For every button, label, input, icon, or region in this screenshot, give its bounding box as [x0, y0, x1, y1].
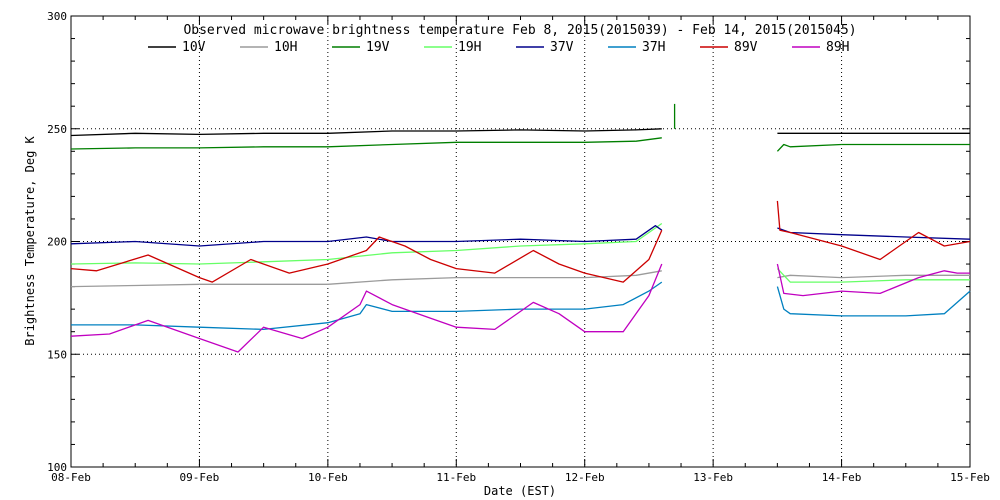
- series-line-10v: [70, 128, 662, 137]
- series-line-89h: [70, 263, 663, 353]
- grid-lines: [71, 16, 970, 467]
- chart-title: Observed microwave brightness temperatur…: [183, 23, 856, 38]
- x-tick-label: 11-Feb: [436, 471, 476, 484]
- series-line-19h: [70, 222, 663, 265]
- y-tick-label: 250: [47, 123, 67, 136]
- series-line-89h: [776, 263, 970, 297]
- y-tick-label: 300: [47, 10, 67, 23]
- series-line-19v: [776, 143, 970, 152]
- series-line-10h: [70, 270, 662, 288]
- legend-label-89v: 89V: [734, 40, 758, 55]
- series-line-37h: [71, 281, 663, 331]
- x-tick-label: 14-Feb: [822, 471, 862, 484]
- x-tick-label: 08-Feb: [51, 471, 91, 484]
- legend-label-37v: 37V: [550, 40, 574, 55]
- legend-label-37h: 37H: [642, 40, 665, 55]
- legend-label-10v: 10V: [182, 40, 206, 55]
- series-line-19h: [776, 268, 970, 283]
- y-tick-label: 100: [47, 461, 67, 474]
- y-tick-label: 150: [47, 348, 67, 361]
- legend-label-89h: 89H: [826, 40, 849, 55]
- series-line-10h: [777, 274, 970, 279]
- series-line-89v: [776, 200, 971, 261]
- series-line-37v: [777, 227, 971, 240]
- x-axis-label: Date (EST): [484, 484, 556, 498]
- axis-ticks: 08-Feb 09-Feb 10-Feb 11-Feb 12-Feb 13-Feb 14-F…: [47, 10, 990, 484]
- series-line-37v: [70, 225, 663, 247]
- x-tick-label: 12-Feb: [565, 471, 605, 484]
- y-axis-label: Brightness Temperature, Deg K: [23, 135, 37, 345]
- x-tick-label: 10-Feb: [308, 471, 348, 484]
- series-lines: [70, 103, 971, 353]
- x-tick-label: 09-Feb: [180, 471, 220, 484]
- legend-label-19v: 19V: [366, 40, 390, 55]
- series-line-37h: [776, 286, 971, 317]
- legend-label-19h: 19H: [458, 40, 481, 55]
- x-tick-label: 13-Feb: [693, 471, 733, 484]
- series-line-19v: [70, 137, 662, 150]
- legend-label-10h: 10H: [274, 40, 297, 55]
- series-line-89v: [70, 229, 663, 283]
- y-tick-label: 200: [47, 236, 67, 249]
- x-tick-label: 15-Feb: [950, 471, 990, 484]
- legend: 10V 10H 19V 19H 37V 37H 89V 89H: [148, 40, 849, 55]
